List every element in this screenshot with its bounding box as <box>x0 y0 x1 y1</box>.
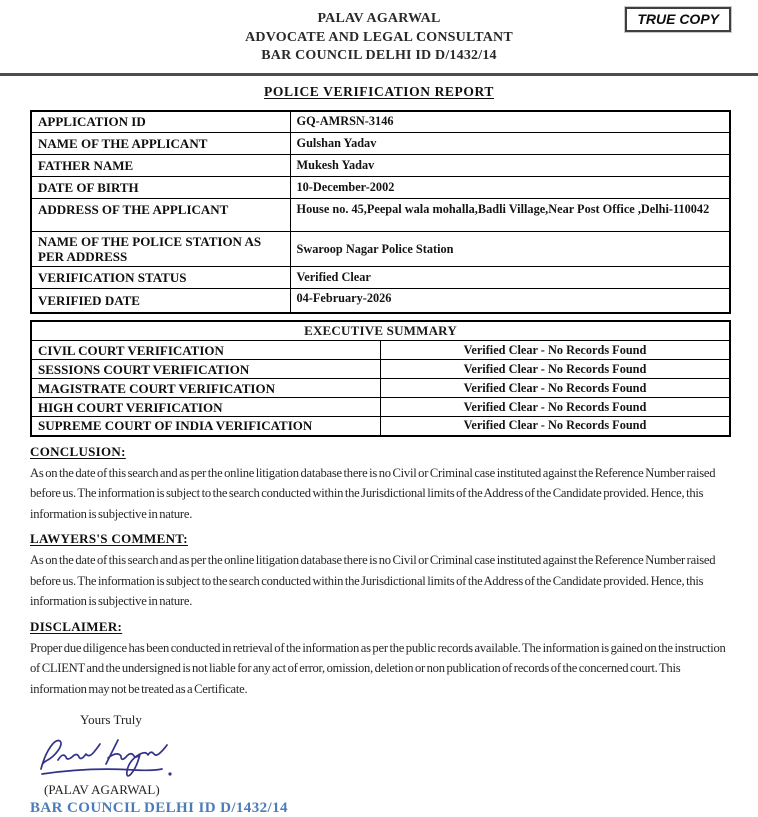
details-table-body: APPLICATION ID GQ-AMRSN-3146 NAME OF THE… <box>30 110 731 313</box>
row-label: MAGISTRATE COURT VERIFICATION <box>30 378 381 398</box>
row-label: DATE OF BIRTH <box>30 176 291 199</box>
row-value: GQ-AMRSN-3146 <box>289 110 731 133</box>
section: DISCLAIMER: Proper due diligence has bee… <box>30 619 728 700</box>
narrative-sections: CONCLUSION: As on the date of this searc… <box>0 444 758 700</box>
row-value: Mukesh Yadav <box>289 154 731 177</box>
row-value: Verified Clear - No Records Found <box>380 397 731 417</box>
row-value: 04-February-2026 <box>289 288 731 313</box>
table-row: VERIFICATION STATUS Verified Clear <box>30 266 731 289</box>
true-copy-stamp: TRUE COPY <box>625 7 731 32</box>
section-body: As on the date of this search and as per… <box>30 553 716 608</box>
table-row: MAGISTRATE COURT VERIFICATION Verified C… <box>30 378 731 398</box>
row-value: Swaroop Nagar Police Station <box>289 231 731 267</box>
page-title-text: POLICE VERIFICATION REPORT <box>264 83 494 99</box>
divider-rule <box>0 72 758 76</box>
table-row: FATHER NAME Mukesh Yadav <box>30 154 731 177</box>
row-label: NAME OF THE APPLICANT <box>30 132 291 155</box>
row-value: Verified Clear - No Records Found <box>380 340 731 360</box>
letterhead-name: PALAV AGARWAL <box>317 11 441 26</box>
row-value: Gulshan Yadav <box>289 132 731 155</box>
row-label: VERIFICATION STATUS <box>30 266 291 289</box>
row-value: Verified Clear <box>289 266 731 289</box>
table-row: NAME OF THE APPLICANT Gulshan Yadav <box>30 132 731 155</box>
row-label: SUPREME COURT OF INDIA VERIFICATION <box>30 416 381 436</box>
signature-scribble <box>40 739 172 777</box>
table-row: SESSIONS COURT VERIFICATION Verified Cle… <box>30 359 731 379</box>
row-value: 10-December-2002 <box>289 176 731 199</box>
section-body: Proper due diligence has been conducted … <box>30 640 726 696</box>
summary-table-body: EXECUTIVE SUMMARY <box>30 320 731 341</box>
table-row: ADDRESS OF THE APPLICANT House no. 45,Pe… <box>30 198 731 232</box>
row-value: House no. 45,Peepal wala mohalla,Badli V… <box>289 198 731 232</box>
row-label: ADDRESS OF THE APPLICANT <box>30 198 291 232</box>
bar-council-line: BAR COUNCIL DELHI ID D/1432/14 <box>30 800 288 816</box>
row-label: APPLICATION ID <box>30 110 291 133</box>
row-label: FATHER NAME <box>30 154 291 177</box>
table-row: APPLICATION ID GQ-AMRSN-3146 <box>30 110 731 133</box>
section-heading: LAWYERS'S COMMENT: <box>30 531 188 546</box>
row-value: Verified Clear - No Records Found <box>380 359 731 379</box>
letterhead: PALAV AGARWAL ADVOCATE AND LEGAL CONSULT… <box>0 0 758 66</box>
section-heading: CONCLUSION: <box>30 443 126 459</box>
row-value: Verified Clear - No Records Found <box>380 416 731 436</box>
table-row: CIVIL COURT VERIFICATION Verified Clear … <box>30 340 731 360</box>
section: CONCLUSION: As on the date of this searc… <box>30 444 728 525</box>
page-title: POLICE VERIFICATION REPORT <box>0 83 758 101</box>
row-label: SESSIONS COURT VERIFICATION <box>30 359 381 379</box>
table-row: NAME OF THE POLICE STATION AS PER ADDRES… <box>30 231 731 267</box>
row-label: HIGH COURT VERIFICATION <box>30 397 381 417</box>
summary-header-row: EXECUTIVE SUMMARY <box>30 320 731 341</box>
table-row: HIGH COURT VERIFICATION Verified Clear -… <box>30 397 731 417</box>
signatory-name: (PALAV AGARWAL) <box>44 782 160 797</box>
section-heading: DISCLAIMER: <box>30 618 123 634</box>
summary-header: EXECUTIVE SUMMARY <box>30 320 731 341</box>
details-table: APPLICATION ID GQ-AMRSN-3146 NAME OF THE… <box>30 109 731 314</box>
summary-table: EXECUTIVE SUMMARY CIVIL COURT VERIFICATI… <box>30 319 731 437</box>
section: LAWYERS'S COMMENT: As on the date of thi… <box>30 531 728 612</box>
row-label: VERIFIED DATE <box>30 288 291 313</box>
row-value: Verified Clear - No Records Found <box>380 378 731 398</box>
letterhead-bar-id: BAR COUNCIL DELHI ID D/1432/14 <box>261 48 497 63</box>
row-label: CIVIL COURT VERIFICATION <box>30 340 381 360</box>
signature-image <box>34 732 758 782</box>
table-row: DATE OF BIRTH 10-December-2002 <box>30 176 731 199</box>
row-label: NAME OF THE POLICE STATION AS PER ADDRES… <box>30 231 291 267</box>
table-row: SUPREME COURT OF INDIA VERIFICATION Veri… <box>30 416 731 436</box>
letterhead-subtitle: ADVOCATE AND LEGAL CONSULTANT <box>245 29 513 45</box>
section-body: As on the date of this search and as per… <box>30 465 716 521</box>
table-row: VERIFIED DATE 04-February-2026 <box>30 288 731 313</box>
closing-text: Yours Truly <box>80 712 142 727</box>
summary-rows: CIVIL COURT VERIFICATION Verified Clear … <box>30 340 731 436</box>
